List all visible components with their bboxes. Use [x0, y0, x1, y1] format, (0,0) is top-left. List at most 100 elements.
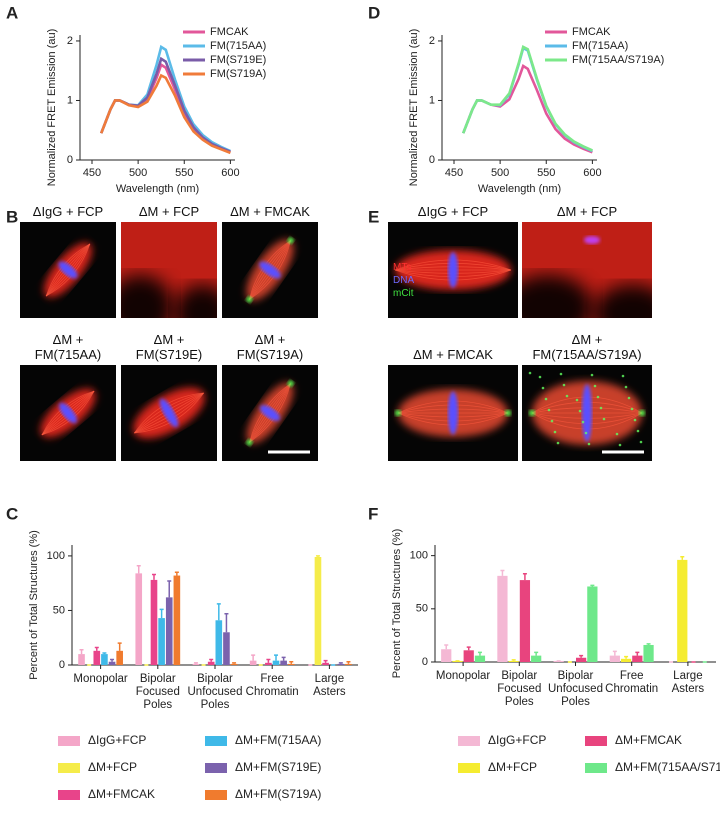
legend-label: FM(S719E) — [210, 54, 266, 66]
x-tick-label: Large Asters — [313, 673, 346, 698]
bar — [192, 663, 200, 665]
bar — [677, 559, 688, 662]
x-tick-label: Monopolar — [73, 673, 128, 685]
bar — [287, 663, 295, 665]
legend-label: ΔM+FM(S719E) — [235, 760, 321, 774]
micrograph-label: ΔM + FMCAK — [230, 204, 310, 219]
bar — [93, 650, 101, 665]
speck — [565, 394, 569, 398]
y-axis-label: Percent of Total Structures (%) — [391, 529, 403, 679]
bar — [215, 620, 223, 665]
x-tick-label: 550 — [537, 167, 555, 179]
diffuse-signal — [522, 274, 594, 318]
bar — [632, 655, 643, 662]
x-tick-label: 550 — [175, 167, 193, 179]
panel-letter: F — [368, 504, 378, 523]
micrograph — [388, 365, 518, 461]
micrograph-label: ΔM + FMCAK — [413, 347, 493, 362]
speck — [556, 441, 560, 445]
x-tick-label: Large Asters — [671, 670, 705, 695]
speck — [599, 406, 603, 410]
speck — [630, 407, 634, 411]
bar — [272, 660, 280, 665]
error-bar — [159, 608, 164, 619]
bar — [158, 618, 165, 665]
bar — [609, 655, 620, 662]
bar — [463, 650, 474, 662]
error-bar — [646, 643, 651, 645]
legend-swatch — [58, 736, 80, 746]
bar — [150, 579, 158, 665]
dna — [259, 261, 281, 279]
legend-label: ΔM+FCP — [88, 760, 137, 774]
panel-letter: D — [368, 3, 380, 22]
error-bar — [174, 571, 179, 576]
micrograph — [522, 365, 652, 461]
speck — [578, 409, 582, 413]
bar — [508, 660, 519, 662]
x-tick-label: Bipolar Unfocused Poles — [187, 673, 243, 711]
pole — [529, 410, 535, 416]
x-tick-label: Free Chromatin — [245, 673, 299, 698]
bar — [643, 644, 654, 662]
legend-swatch — [458, 736, 480, 746]
speck — [618, 443, 622, 447]
legend-label: ΔM+FM(715AA/S719A) — [615, 760, 720, 774]
x-tick-label: Free Chromatin — [605, 670, 659, 695]
pole — [639, 410, 645, 416]
legend-label: FM(715AA) — [572, 40, 628, 52]
speck — [624, 385, 628, 389]
speck — [615, 432, 619, 436]
legend-swatch — [205, 790, 227, 800]
y-tick-label: 0 — [59, 659, 65, 671]
y-tick-label: 2 — [429, 35, 435, 47]
micrograph — [222, 222, 318, 318]
diffuse-signal — [173, 284, 217, 318]
error-bar — [500, 569, 505, 576]
error-bar — [635, 651, 640, 656]
speck — [584, 431, 588, 435]
error-bar — [136, 564, 141, 574]
error-bar — [167, 580, 172, 598]
series-line — [462, 45, 593, 152]
error-bar — [216, 603, 221, 621]
y-axis-label: Normalized FRET Emission (au) — [408, 29, 420, 187]
series-line — [100, 73, 231, 155]
y-tick-label: 2 — [67, 35, 73, 47]
panel-letter: A — [6, 3, 18, 22]
error-bar — [102, 652, 107, 655]
micrograph — [20, 222, 116, 318]
error-bar — [209, 658, 214, 662]
dna — [448, 252, 458, 288]
error-bar — [193, 662, 198, 664]
x-axis-label: Wavelength (nm) — [478, 183, 561, 195]
speck — [587, 442, 591, 446]
micrograph — [388, 222, 518, 318]
channel-label: MTs — [393, 262, 412, 273]
error-bar — [522, 572, 527, 581]
bar — [108, 661, 116, 665]
bar — [265, 662, 272, 665]
bar — [322, 662, 329, 665]
speck — [581, 420, 585, 424]
error-bar — [232, 662, 237, 664]
error-bar — [680, 555, 685, 560]
speck — [596, 395, 600, 399]
error-bar — [590, 584, 595, 587]
y-axis-label: Percent of Total Structures (%) — [28, 530, 40, 680]
y-tick-label: 0 — [422, 656, 428, 668]
pole — [505, 410, 511, 416]
error-bar — [117, 642, 122, 651]
bar — [249, 660, 257, 665]
error-bar — [624, 655, 629, 659]
speck — [528, 371, 532, 375]
x-tick-label: Monopolar — [435, 670, 491, 682]
error-bar — [224, 612, 229, 633]
bar — [135, 573, 143, 665]
y-tick-label: 100 — [410, 550, 428, 562]
bar — [474, 655, 486, 662]
error-bar — [79, 648, 84, 655]
speck — [538, 375, 542, 379]
bar — [314, 557, 322, 665]
